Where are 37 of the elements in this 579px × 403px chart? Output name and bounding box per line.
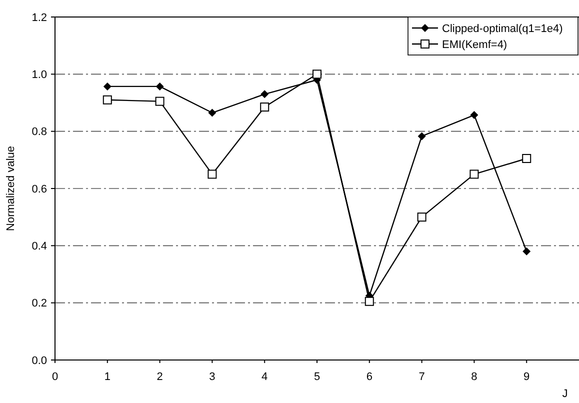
y-tick-label: 0.6	[32, 183, 47, 196]
point	[417, 212, 426, 222]
point	[418, 132, 426, 140]
y-tick-label: 0.2	[32, 298, 47, 310]
y-tick-label: 1.2	[32, 12, 47, 24]
x-tick-label: 9	[524, 371, 530, 383]
x-tick-label: 5	[314, 371, 320, 383]
x-tick-label: 4	[262, 371, 268, 383]
point	[260, 90, 269, 98]
x-tick-label: 1	[104, 371, 110, 383]
point	[470, 170, 479, 179]
x-axis-title: J	[562, 388, 568, 400]
point	[312, 70, 322, 79]
point	[102, 95, 112, 104]
point	[103, 82, 112, 90]
legend-label: Clipped-optimal(q1=1e4)	[442, 22, 563, 35]
x-tick-label: 8	[471, 371, 478, 383]
y-tick-label: 1.0	[32, 69, 47, 82]
y-axis-title: Normalized value	[5, 146, 17, 231]
point	[260, 102, 270, 112]
point	[470, 111, 478, 120]
y-tick-label: 0.0	[32, 354, 47, 367]
x-tick-label: 0	[52, 371, 58, 383]
point	[156, 82, 164, 90]
x-tick-label: 2	[156, 371, 163, 383]
point	[522, 154, 532, 163]
y-tick-label: 0.8	[32, 126, 47, 138]
point	[208, 170, 217, 179]
x-tick-label: 3	[209, 371, 216, 383]
point	[364, 296, 374, 306]
point	[522, 247, 531, 256]
x-tick-label: 7	[418, 371, 425, 383]
x-tick-label: 6	[366, 371, 372, 383]
y-tick-label: 0.4	[32, 240, 47, 253]
point	[155, 96, 164, 106]
legend-label: EMI(Kemf=4)	[442, 38, 508, 51]
point	[208, 108, 216, 117]
